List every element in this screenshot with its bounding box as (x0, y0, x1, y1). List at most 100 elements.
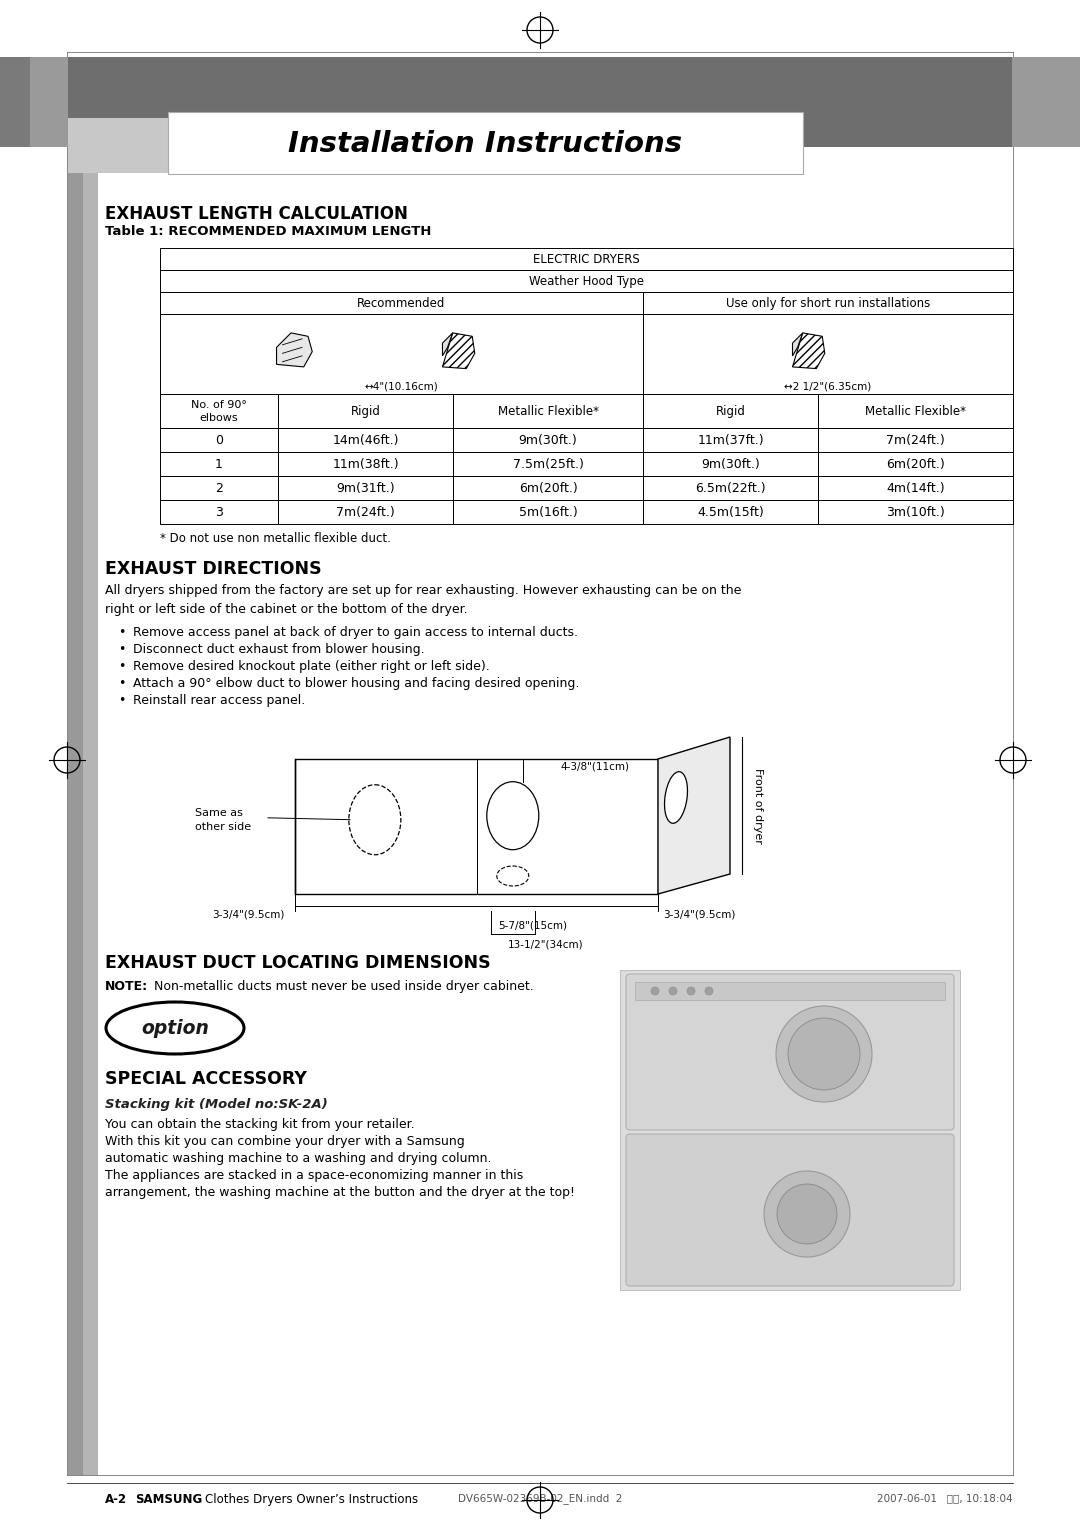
Text: 3: 3 (215, 506, 222, 518)
Bar (278, 394, 453, 428)
Circle shape (705, 987, 713, 995)
Text: 9m(30ft.): 9m(30ft.) (701, 457, 760, 471)
Circle shape (687, 987, 696, 995)
Text: Metallic Flexible*: Metallic Flexible* (865, 405, 966, 417)
Text: Disconnect duct exhaust from blower housing.: Disconnect duct exhaust from blower hous… (133, 643, 424, 656)
Text: Remove access panel at back of dryer to gain access to internal ducts.: Remove access panel at back of dryer to … (133, 626, 578, 640)
Text: 14m(46ft.): 14m(46ft.) (333, 434, 399, 446)
Text: With this kit you can combine your dryer with a Samsung: With this kit you can combine your dryer… (105, 1135, 464, 1148)
Text: Recommended: Recommended (357, 297, 446, 309)
Text: Rigid: Rigid (716, 405, 745, 417)
Bar (643, 394, 818, 428)
Text: 3m(10ft.): 3m(10ft.) (886, 506, 945, 518)
Bar (160, 428, 278, 452)
Text: Use only for short run installations: Use only for short run installations (726, 297, 930, 309)
Text: ↔2 1/2"(6.35cm): ↔2 1/2"(6.35cm) (784, 381, 872, 391)
Bar (278, 428, 453, 452)
Polygon shape (443, 334, 475, 369)
Bar (635, 982, 945, 1001)
Text: option: option (141, 1019, 208, 1039)
Text: Rigid: Rigid (351, 405, 380, 417)
Text: ↔4"(10.16cm): ↔4"(10.16cm) (365, 381, 438, 391)
Bar (818, 500, 1013, 524)
Bar (0, 56, 30, 148)
Bar (0, 56, 68, 148)
Ellipse shape (664, 772, 688, 824)
Bar (160, 477, 278, 500)
Text: elbows: elbows (200, 413, 239, 423)
Bar (160, 500, 278, 524)
Circle shape (651, 987, 659, 995)
Text: Attach a 90° elbow duct to blower housing and facing desired opening.: Attach a 90° elbow duct to blower housin… (133, 678, 579, 690)
Text: Metallic Flexible*: Metallic Flexible* (498, 405, 598, 417)
Text: A-2: A-2 (105, 1493, 127, 1506)
Bar (278, 500, 453, 524)
Bar (0, 56, 1080, 148)
Bar (160, 270, 1013, 292)
Text: 7m(24ft.): 7m(24ft.) (886, 434, 945, 446)
Polygon shape (793, 334, 802, 356)
Text: 1: 1 (215, 457, 222, 471)
Bar (68, 148, 98, 1474)
Ellipse shape (487, 781, 539, 850)
Text: 5-7/8"(15cm): 5-7/8"(15cm) (498, 920, 567, 931)
Bar (453, 500, 643, 524)
Text: 9m(31ft.): 9m(31ft.) (336, 481, 395, 495)
Text: DV665W-02369B-02_EN.indd  2: DV665W-02369B-02_EN.indd 2 (458, 1493, 622, 1503)
Polygon shape (443, 334, 453, 356)
Bar (453, 477, 643, 500)
Text: Table 1: RECOMMENDED MAXIMUM LENGTH: Table 1: RECOMMENDED MAXIMUM LENGTH (105, 225, 431, 238)
Text: 2: 2 (215, 481, 222, 495)
Bar (453, 394, 643, 428)
Bar (818, 394, 1013, 428)
Bar (620, 970, 960, 1290)
Text: 7m(24ft.): 7m(24ft.) (336, 506, 395, 518)
Text: SAMSUNG: SAMSUNG (135, 1493, 202, 1506)
Text: 9m(30ft.): 9m(30ft.) (518, 434, 578, 446)
Text: arrangement, the washing machine at the button and the dryer at the top!: arrangement, the washing machine at the … (105, 1186, 575, 1199)
Text: NOTE:: NOTE: (105, 979, 148, 993)
Text: 0: 0 (215, 434, 222, 446)
Text: 4-3/8"(11cm): 4-3/8"(11cm) (561, 762, 630, 771)
Polygon shape (658, 737, 730, 894)
Text: SPECIAL ACCESSORY: SPECIAL ACCESSORY (105, 1071, 307, 1087)
Text: other side: other side (195, 822, 252, 832)
Text: EXHAUST LENGTH CALCULATION: EXHAUST LENGTH CALCULATION (105, 206, 408, 222)
Bar (643, 452, 818, 477)
Text: 6m(20ft.): 6m(20ft.) (886, 457, 945, 471)
Text: All dryers shipped from the factory are set up for rear exhausting. However exha: All dryers shipped from the factory are … (105, 583, 741, 615)
Text: Same as: Same as (195, 807, 243, 818)
Text: 4.5m(15ft): 4.5m(15ft) (697, 506, 764, 518)
Bar (643, 292, 1013, 314)
Text: •: • (118, 694, 125, 707)
Text: 6m(20ft.): 6m(20ft.) (518, 481, 578, 495)
Text: Remove desired knockout plate (either right or left side).: Remove desired knockout plate (either ri… (133, 659, 489, 673)
Text: 11m(38ft.): 11m(38ft.) (333, 457, 399, 471)
Bar (160, 394, 278, 428)
Bar (278, 477, 453, 500)
Text: Stacking kit (Model no:SK-2A): Stacking kit (Model no:SK-2A) (105, 1098, 327, 1110)
Text: 2007-06-01   올려, 10:18:04: 2007-06-01 올려, 10:18:04 (877, 1493, 1013, 1503)
Text: automatic washing machine to a washing and drying column.: automatic washing machine to a washing a… (105, 1151, 491, 1165)
Bar (168, 113, 804, 174)
Bar (160, 248, 1013, 270)
Bar (278, 452, 453, 477)
Text: EXHAUST DIRECTIONS: EXHAUST DIRECTIONS (105, 560, 322, 579)
Text: 11m(37ft.): 11m(37ft.) (698, 434, 764, 446)
Text: Front of dryer: Front of dryer (753, 768, 762, 844)
Text: 3-3/4"(9.5cm): 3-3/4"(9.5cm) (213, 909, 285, 918)
Text: Reinstall rear access panel.: Reinstall rear access panel. (133, 694, 306, 707)
Text: Installation Instructions: Installation Instructions (288, 129, 683, 158)
Bar (160, 314, 643, 394)
Bar (1012, 56, 1080, 148)
Bar (643, 428, 818, 452)
Text: 6.5m(22ft.): 6.5m(22ft.) (696, 481, 766, 495)
Polygon shape (295, 758, 658, 894)
Bar (68, 117, 168, 174)
Text: •: • (118, 678, 125, 690)
Bar (818, 477, 1013, 500)
Bar (643, 500, 818, 524)
Ellipse shape (349, 784, 401, 854)
Text: The appliances are stacked in a space-economizing manner in this: The appliances are stacked in a space-ec… (105, 1170, 523, 1182)
FancyBboxPatch shape (626, 1135, 954, 1285)
